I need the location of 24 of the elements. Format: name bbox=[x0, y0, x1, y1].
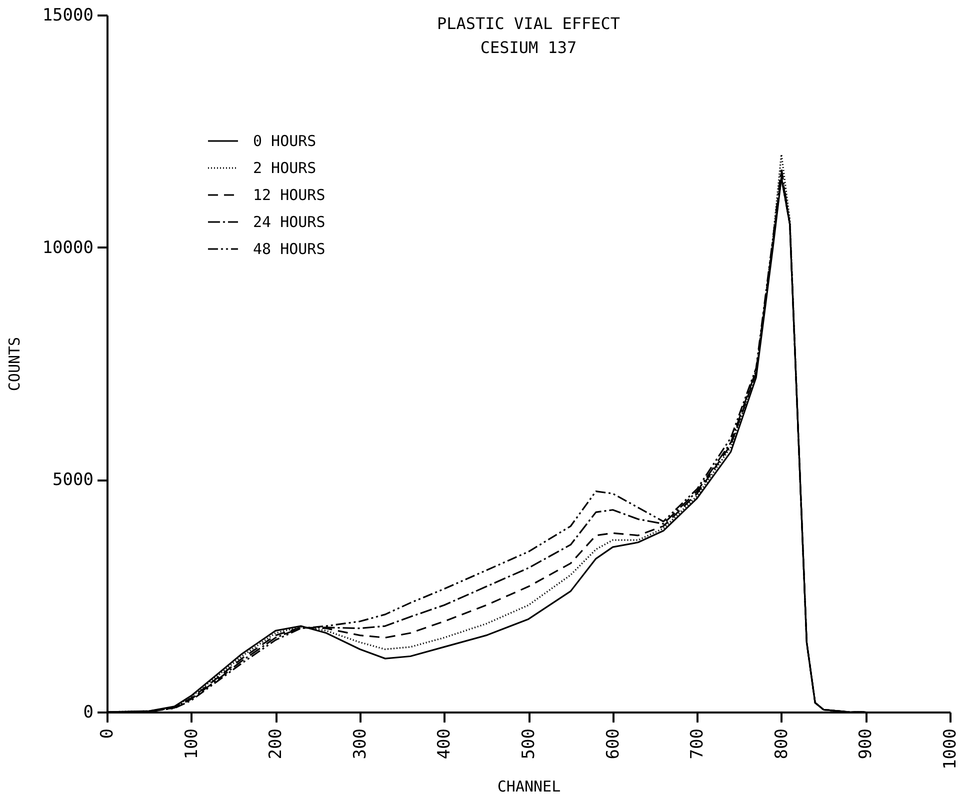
x-axis-title: CHANNEL bbox=[497, 777, 561, 796]
x-tick-label: 500 bbox=[519, 728, 539, 760]
x-tick-label: 900 bbox=[856, 728, 876, 760]
legend-label: 48 HOURS bbox=[253, 240, 326, 258]
legend-label: 12 HOURS bbox=[253, 186, 326, 204]
y-axis-title: COUNTS bbox=[5, 336, 24, 392]
text: CESIUM 137 bbox=[480, 38, 577, 57]
legend-label: 24 HOURS bbox=[253, 213, 326, 231]
x-tick-label: 200 bbox=[266, 728, 286, 760]
chart-title: PLASTIC VIAL EFFECT bbox=[436, 14, 620, 33]
x-tick-label: 0 bbox=[98, 728, 118, 739]
y-tick-label: 5000 bbox=[52, 470, 94, 490]
x-tick-label: 700 bbox=[688, 728, 708, 760]
y-tick-label: 15000 bbox=[42, 6, 94, 26]
legend-label: 0 HOURS bbox=[253, 132, 316, 150]
x-tick-label: 1000 bbox=[940, 728, 960, 770]
y-tick-label: 10000 bbox=[42, 238, 94, 258]
x-tick-label: 300 bbox=[350, 728, 370, 760]
legend-label: 2 HOURS bbox=[253, 159, 316, 177]
y-tick-label: 0 bbox=[83, 702, 94, 722]
x-tick-label: 600 bbox=[603, 728, 624, 760]
x-tick-label: 800 bbox=[772, 728, 792, 760]
x-tick-label: 100 bbox=[182, 728, 202, 760]
x-tick-label: 400 bbox=[434, 728, 455, 760]
